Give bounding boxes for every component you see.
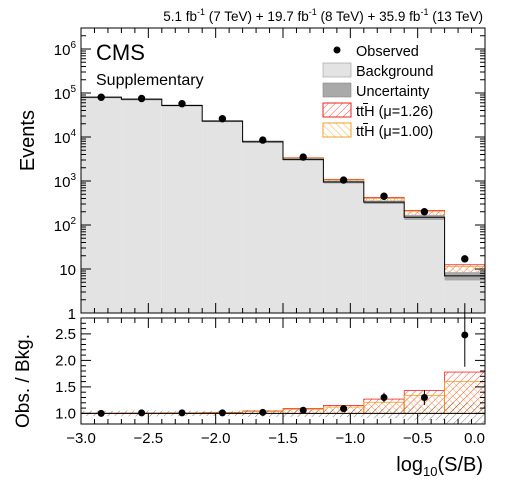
observed-point-3	[218, 115, 227, 123]
x-tick-label-0: −3.0	[66, 430, 96, 447]
x-axis-label: log10(S/B)	[396, 454, 483, 479]
background-bin-1	[121, 99, 162, 313]
ratio-x-ticks: −3.0 −2.5 −2.0 −1.5 −1.0 −0.5 0.0	[66, 318, 486, 447]
legend-observed-label: Observed	[356, 44, 419, 60]
observed-point-7	[380, 192, 388, 200]
supplementary-label: Supplementary	[96, 72, 204, 89]
x-tick-label-6: 0.0	[464, 430, 485, 447]
observed-point-5	[299, 153, 307, 161]
legend-background-swatch	[322, 62, 352, 78]
legend-tth-100-label: ttH (μ=1.00)	[356, 124, 433, 140]
main-y-tick-label-100: 102	[54, 216, 77, 235]
background-bin-5	[283, 159, 324, 313]
ratio-y-ticks: 1.0 1.5 2.0 2.5	[55, 322, 485, 422]
main-y-ticks: 1 10 102 103 104 105 106	[54, 27, 485, 323]
ratio-point-6	[340, 405, 348, 413]
legend-background-label: Background	[356, 64, 433, 80]
background-bin-0	[81, 97, 122, 313]
main-y-axis-label: Events	[17, 110, 39, 171]
main-y-tick-label-1000000: 106	[54, 40, 77, 59]
background-bin-6	[323, 181, 364, 313]
ratio-y-tick-label-2.5: 2.5	[55, 326, 76, 343]
ratio-panel: 1.0 1.5 2.0 2.5 −3.0 −2.5 −2.0 −1.5 −1.0 −0.5 0.0…	[13, 303, 486, 479]
observed-point-4	[259, 136, 267, 144]
lumi-text: 5.1 fb-1 (7 TeV) + 19.7 fb-1 (8 TeV) + 3…	[163, 7, 483, 24]
ratio-point-2	[178, 409, 186, 417]
observed-point-6	[339, 176, 348, 184]
observed-point-9	[461, 255, 469, 263]
x-tick-label-1: −2.5	[134, 430, 164, 447]
ratio-point-4	[259, 408, 267, 416]
legend-observed-marker	[333, 46, 341, 54]
main-y-tick-label-100000: 105	[54, 84, 77, 103]
main-y-tick-label-10: 10	[59, 262, 76, 279]
x-tick-label-3: −1.5	[268, 430, 298, 447]
legend: Observed Background Uncertainty ttH (μ=1…	[322, 44, 433, 140]
x-tick-label-2: −2.0	[201, 430, 231, 447]
background-bin-4	[242, 141, 283, 313]
cms-label: CMS	[96, 40, 145, 65]
background-bin-2	[161, 105, 203, 313]
ratio-plot-area	[80, 303, 486, 424]
main-x-ticks	[80, 28, 486, 313]
observed-point-0	[97, 93, 105, 101]
x-tick-label-5: −0.5	[403, 430, 433, 447]
ratio-point-5	[299, 406, 307, 414]
background-bin-3	[202, 121, 243, 313]
ratio-y-axis-label: Obs. / Bkg.	[13, 334, 34, 428]
main-y-tick-label-1: 1	[68, 306, 76, 323]
ratio-point-7	[380, 394, 388, 401]
x-tick-label-4: −1.0	[336, 430, 366, 447]
ratio-point-1	[138, 409, 146, 417]
observed-point-2	[178, 100, 186, 108]
ratio-point-9	[461, 331, 469, 339]
main-plot-area	[80, 93, 486, 313]
ratio-y-tick-label-1.5: 1.5	[55, 379, 76, 396]
ratio-point-3	[218, 409, 226, 417]
main-y-tick-label-1000: 103	[54, 172, 77, 191]
ratio-y-tick-label-2.0: 2.0	[55, 352, 76, 369]
ratio-point-0	[97, 409, 105, 417]
background-bin-8	[404, 217, 445, 313]
legend-uncertainty-label: Uncertainty	[356, 84, 430, 100]
legend-tth-100-swatch	[322, 122, 352, 138]
ratio-point-8	[420, 394, 428, 401]
observed-point-8	[420, 208, 429, 216]
observed-point-1	[137, 94, 146, 103]
background-bin-7	[363, 202, 405, 313]
legend-tth-126-label: ttH (μ=1.26)	[356, 104, 433, 120]
ratio-y-tick-label-1.0: 1.0	[55, 405, 76, 422]
main-y-tick-label-10000: 104	[54, 128, 77, 147]
legend-tth-126-swatch	[322, 102, 352, 118]
background-step-line	[81, 96, 486, 313]
main-panel: 1 10 102 103 104 105 106 Events CMS Supplement…	[17, 27, 486, 323]
legend-uncertainty-swatch	[322, 82, 352, 98]
